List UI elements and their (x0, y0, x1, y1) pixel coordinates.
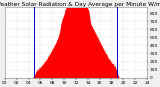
Title: Milwaukee Weather Solar Radiation & Day Average per Minute W/m2 (Today): Milwaukee Weather Solar Radiation & Day … (0, 2, 160, 7)
